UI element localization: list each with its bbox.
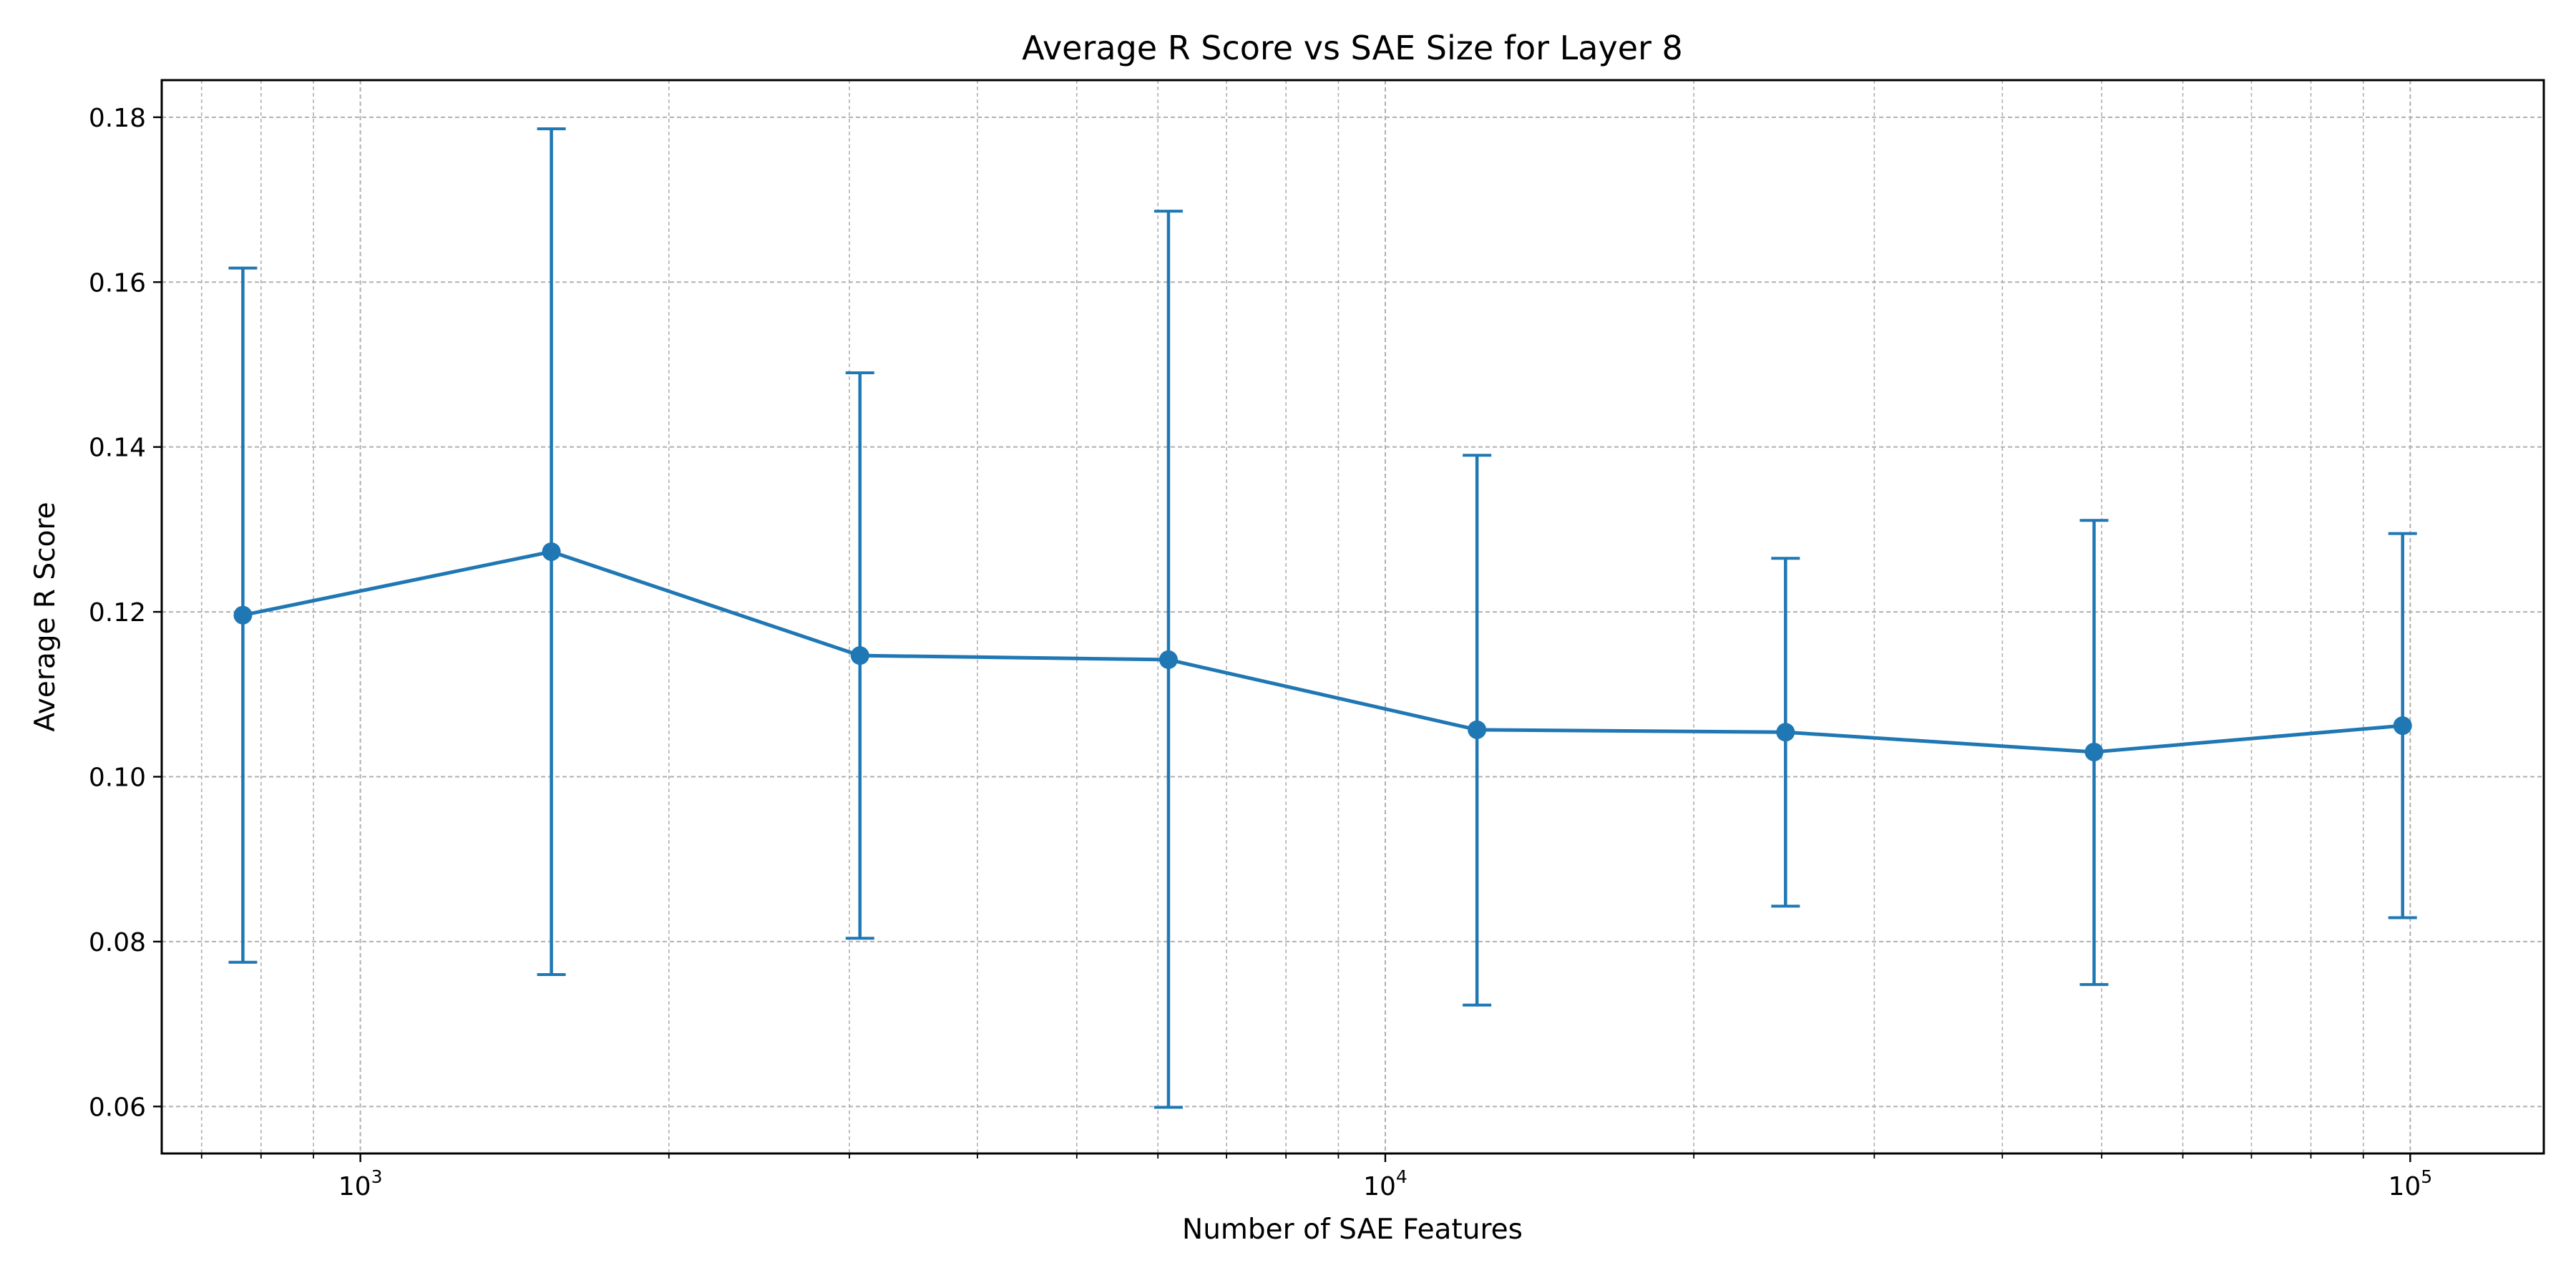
x-tick-label: 103: [338, 1166, 383, 1201]
y-axis-label: Average R Score: [29, 502, 62, 731]
x-tick-base: 10: [338, 1172, 371, 1201]
y-tick-label: 0.06: [89, 1093, 146, 1122]
x-tick-base: 10: [1363, 1172, 1396, 1201]
data-points: [233, 542, 2412, 761]
data-point: [1158, 650, 1178, 669]
y-tick-label: 0.18: [89, 104, 146, 133]
major-gridlines: [162, 80, 2544, 1153]
data-point: [2084, 742, 2104, 761]
data-point: [542, 542, 561, 561]
x-tick-exponent: 4: [1396, 1166, 1407, 1187]
y-tick-label: 0.08: [89, 928, 146, 957]
data-point: [1776, 723, 1795, 742]
x-tick-label: 105: [2388, 1166, 2432, 1201]
series-line-layer: [242, 550, 2403, 754]
data-point: [1468, 720, 1487, 739]
y-tick-label: 0.16: [89, 268, 146, 298]
chart-title: Average R Score vs SAE Size for Layer 8: [1022, 29, 1683, 67]
y-tick-label: 0.14: [89, 434, 146, 463]
y-tick-label: 0.10: [89, 763, 146, 793]
x-tick-exponent: 3: [371, 1166, 383, 1187]
x-axis-ticks: 103 104 105: [200, 1153, 2432, 1201]
data-point: [2393, 716, 2412, 736]
y-tick-label: 0.12: [89, 598, 146, 628]
data-point: [850, 646, 869, 665]
x-axis-label: Number of SAE Features: [1182, 1214, 1523, 1246]
y-axis-ticks: 0.06 0.08 0.10 0.12 0.14 0.16 0.18: [89, 104, 162, 1122]
series-line: [242, 550, 2403, 754]
x-tick-exponent: 5: [2421, 1166, 2432, 1187]
plot-frame: [160, 79, 2545, 1155]
x-tick-base: 10: [2388, 1172, 2421, 1201]
data-point: [233, 605, 253, 625]
minor-gridlines: [200, 80, 2364, 1153]
x-tick-label: 104: [1363, 1166, 1407, 1201]
